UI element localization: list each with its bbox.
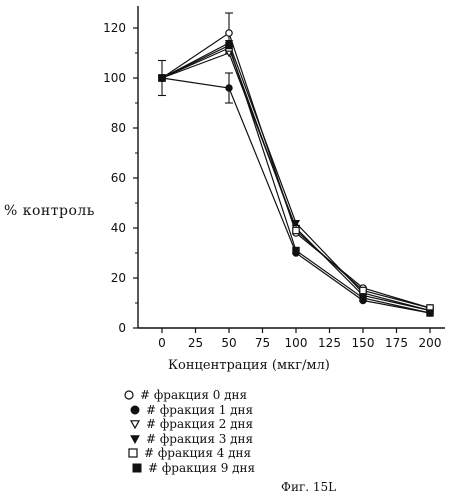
y-axis-label: % контроль bbox=[4, 203, 95, 219]
series-line-5 bbox=[161, 44, 431, 314]
x-tick-label: 125 bbox=[318, 336, 341, 350]
axes bbox=[133, 6, 445, 333]
y-tick-label: 100 bbox=[103, 71, 126, 85]
x-axis-label: Концентрация (мкг/мл) bbox=[168, 358, 330, 373]
tick-labels: 0 20 40 60 80 100 120 0 25 50 75 100 125 150 175 200 bbox=[103, 21, 441, 350]
x-tick-label: 150 bbox=[352, 336, 375, 350]
series-lines bbox=[161, 32, 431, 314]
legend-marker bbox=[128, 448, 138, 458]
y-tick-label: 40 bbox=[111, 221, 126, 235]
legend-marker-icon bbox=[124, 433, 146, 445]
y-tick-label: 60 bbox=[111, 171, 126, 185]
figure-label: Фиг. 15L bbox=[281, 480, 337, 494]
data-point-series-5 bbox=[426, 309, 434, 317]
legend-label: # фракция 9 дня bbox=[148, 460, 256, 475]
data-point-series-1 bbox=[225, 84, 233, 92]
y-tick-label: 20 bbox=[111, 271, 126, 285]
y-tick-label: 80 bbox=[111, 121, 126, 135]
legend-marker-icon bbox=[124, 418, 146, 430]
y-tick-label: 120 bbox=[103, 21, 126, 35]
series-markers bbox=[157, 29, 435, 317]
error-bars bbox=[158, 12, 233, 104]
data-point-series-3 bbox=[291, 219, 301, 228]
legend-marker-icon bbox=[126, 462, 148, 474]
legend-label: # фракция 4 дня bbox=[144, 446, 252, 460]
legend-item: # фракция 2 дня bbox=[118, 417, 255, 432]
data-point-series-0 bbox=[225, 29, 233, 37]
legend-item: # фракция 1 дня bbox=[118, 403, 255, 418]
legend-marker bbox=[124, 390, 134, 400]
legend-marker bbox=[129, 420, 141, 430]
data-point-series-5 bbox=[292, 246, 300, 255]
series-line-2 bbox=[161, 52, 431, 312]
x-tick-label: 50 bbox=[221, 336, 236, 350]
legend-marker bbox=[132, 463, 142, 473]
legend-marker-icon bbox=[118, 389, 140, 401]
legend-label: # фракция 1 дня bbox=[146, 402, 254, 417]
x-tick-label: 25 bbox=[188, 336, 203, 350]
legend: # фракция 0 дня # фракция 1 дня # фракция … bbox=[118, 388, 255, 475]
legend-marker-icon bbox=[124, 404, 146, 416]
legend-item: # фракция 3 дня bbox=[118, 432, 255, 447]
y-tick-label: 0 bbox=[118, 321, 126, 335]
data-point-series-4 bbox=[359, 286, 367, 295]
legend-marker-icon bbox=[122, 447, 144, 459]
series-line-0 bbox=[161, 32, 431, 309]
chart: 0 20 40 60 80 100 120 0 25 50 75 100 125 150 175 200 bbox=[103, 6, 445, 350]
legend-item: # фракция 0 дня bbox=[118, 388, 255, 403]
x-tick-label: 0 bbox=[158, 336, 166, 350]
legend-item: # фракция 9 дня bbox=[118, 461, 255, 476]
x-tick-label: 200 bbox=[419, 336, 442, 350]
data-point-series-4 bbox=[292, 226, 300, 235]
series-line-3 bbox=[161, 42, 431, 312]
legend-label: # фракция 2 дня bbox=[146, 417, 254, 431]
x-tick-label: 75 bbox=[255, 336, 270, 350]
x-tick-label: 175 bbox=[385, 336, 408, 350]
legend-marker bbox=[130, 435, 140, 444]
series-line-4 bbox=[161, 47, 431, 309]
x-tick-label: 100 bbox=[285, 336, 308, 350]
legend-label: # фракция 0 дня bbox=[140, 388, 248, 402]
data-point-series-5 bbox=[359, 294, 367, 302]
data-point-series-5 bbox=[225, 41, 233, 50]
series-line-1 bbox=[161, 77, 431, 314]
data-point-series-5 bbox=[158, 74, 166, 82]
legend-marker bbox=[130, 405, 140, 415]
legend-item: # фракция 4 дня bbox=[118, 446, 255, 461]
legend-label: # фракция 3 дня bbox=[146, 431, 254, 446]
